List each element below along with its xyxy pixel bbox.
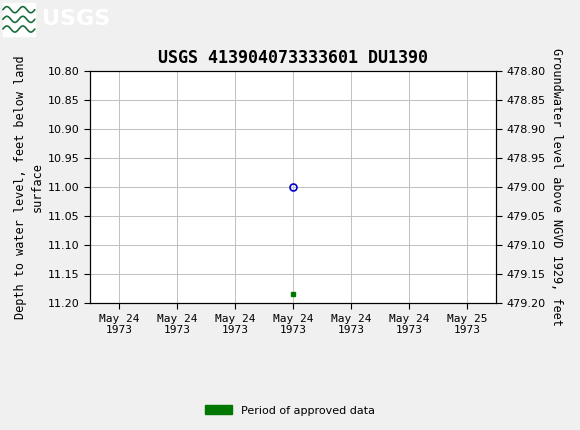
Y-axis label: Depth to water level, feet below land
surface: Depth to water level, feet below land su…: [13, 55, 44, 319]
Legend: Period of approved data: Period of approved data: [200, 401, 380, 420]
FancyBboxPatch shape: [3, 3, 35, 36]
Y-axis label: Groundwater level above NGVD 1929, feet: Groundwater level above NGVD 1929, feet: [550, 48, 563, 326]
Text: USGS: USGS: [42, 9, 110, 29]
Text: USGS 413904073333601 DU1390: USGS 413904073333601 DU1390: [158, 49, 428, 67]
